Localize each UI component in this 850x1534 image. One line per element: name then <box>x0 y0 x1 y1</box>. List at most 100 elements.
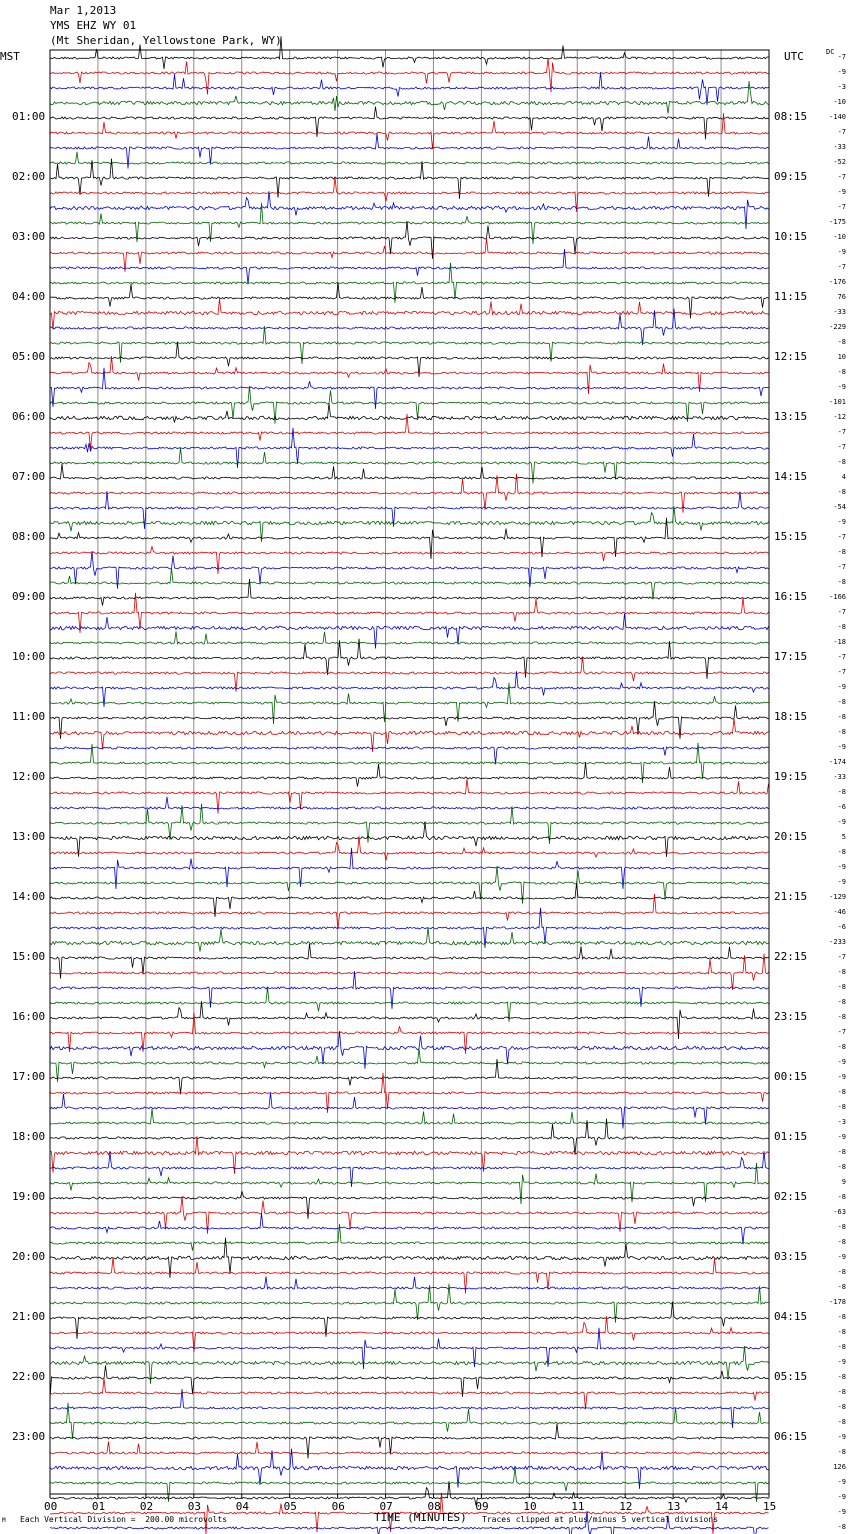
dc-offset: -9 <box>837 518 846 526</box>
dc-offset: -8 <box>837 698 846 706</box>
dc-offset: -9 <box>837 1253 846 1261</box>
dc-offset: -46 <box>833 908 846 916</box>
dc-offset: -9 <box>837 248 846 256</box>
dc-offset: -9 <box>837 1058 846 1066</box>
plot-frame <box>49 49 770 1495</box>
dc-offset: -9 <box>837 68 846 76</box>
dc-offset: -9 <box>837 683 846 691</box>
dc-offset: -8 <box>837 1448 846 1456</box>
trace-row-42 <box>49 671 769 707</box>
dc-offset: -9 <box>837 878 846 886</box>
right-time-label: 01:15 <box>774 1130 808 1143</box>
footer-mark: M <box>2 1517 6 1524</box>
dc-label: DC <box>826 48 835 56</box>
trace-row-67 <box>50 1048 769 1082</box>
dc-offset: -8 <box>837 848 846 856</box>
left-time-label: 19:00 <box>12 1190 46 1203</box>
dc-offset: -174 <box>829 758 846 766</box>
trace-row-14 <box>49 248 769 285</box>
dc-offset: -8 <box>837 368 846 376</box>
dc-offset: -6 <box>837 923 846 931</box>
left-time-label: 12:00 <box>12 770 46 783</box>
trace-row-3 <box>49 81 769 114</box>
trace-row-21 <box>49 356 769 395</box>
trace-row-28 <box>49 463 769 480</box>
trace-row-2 <box>49 72 769 105</box>
trace-row-27 <box>49 447 769 484</box>
trace-row-64 <box>49 1001 769 1040</box>
trace-row-35 <box>50 568 769 600</box>
x-tick-label: 05 <box>283 1500 297 1513</box>
trace-row-80 <box>49 1237 769 1278</box>
trace-row-56 <box>49 883 769 917</box>
trace-row-8 <box>49 158 769 199</box>
trace-row-20 <box>49 341 769 377</box>
trace-row-84 <box>49 1301 769 1339</box>
dc-offset: -9 <box>837 743 846 751</box>
x-axis-ticks <box>49 1494 770 1498</box>
dc-offset: -8 <box>837 788 846 796</box>
dc-offset: -33 <box>833 308 846 316</box>
x-tick-label: 01 <box>91 1500 106 1513</box>
dc-offset: -129 <box>829 893 846 901</box>
dc-offset: -9 <box>837 1478 846 1486</box>
right-time-label: 12:15 <box>774 350 808 363</box>
x-tick-label: 00 <box>44 1500 58 1513</box>
trace-row-25 <box>49 413 769 450</box>
trace-row-18 <box>49 308 769 345</box>
x-tick-label: 09 <box>475 1500 489 1513</box>
left-time-label: 13:00 <box>12 830 46 843</box>
right-time-label: 06:15 <box>774 1430 808 1443</box>
dc-offset: -8 <box>837 458 846 466</box>
dc-offset: -8 <box>837 1418 846 1426</box>
dc-offset: -166 <box>829 593 846 601</box>
dc-offset: -7 <box>837 953 846 961</box>
trace-row-89 <box>49 1378 769 1410</box>
dc-offset: -33 <box>833 143 846 151</box>
dc-offset: -7 <box>837 128 846 136</box>
x-tick-label: 10 <box>523 1500 537 1513</box>
trace-row-26 <box>49 427 769 468</box>
left-time-label: 17:00 <box>12 1070 46 1083</box>
dc-offset: -8 <box>837 1343 846 1351</box>
trace-row-41 <box>49 656 769 692</box>
trace-row-7 <box>49 151 769 165</box>
trace-row-6 <box>49 133 769 169</box>
trace-row-17 <box>49 298 769 330</box>
trace-row-63 <box>49 986 769 1022</box>
right-time-label: 22:15 <box>774 950 808 963</box>
left-time-label: 04:00 <box>12 290 46 303</box>
left-time-label: 15:00 <box>12 950 46 963</box>
right-time-label: 03:15 <box>774 1250 808 1263</box>
right-time-label: 17:15 <box>774 650 808 663</box>
x-tick-label: 12 <box>619 1500 633 1513</box>
dc-offset: -176 <box>829 278 846 286</box>
left-time-label: 11:00 <box>12 710 46 723</box>
left-time-label: 01:00 <box>12 110 46 123</box>
dc-offset: 4 <box>841 473 846 481</box>
trace-row-40 <box>49 638 769 679</box>
dc-offset: -10 <box>833 233 846 241</box>
dc-offset: -8 <box>837 548 846 556</box>
dc-offset: -7 <box>837 428 846 436</box>
x-tick-label: 06 <box>331 1500 345 1513</box>
left-time-label: 16:00 <box>12 1010 46 1023</box>
trace-row-78 <box>49 1213 769 1245</box>
left-time-label: 10:00 <box>12 650 46 663</box>
trace-row-93 <box>49 1441 769 1455</box>
trace-row-33 <box>49 546 769 574</box>
dc-offset: -8 <box>837 1043 846 1051</box>
right-time-label: 00:15 <box>774 1070 808 1083</box>
trace-row-38 <box>50 613 769 649</box>
dc-offset: -9 <box>837 1073 846 1081</box>
right-time-label: 18:15 <box>774 710 808 723</box>
trace-row-29 <box>49 473 769 513</box>
trace-row-77 <box>49 1195 769 1234</box>
trace-row-11 <box>49 202 769 244</box>
trace-row-87 <box>49 1345 769 1384</box>
trace-row-52 <box>49 821 769 857</box>
right-time-label: 04:15 <box>774 1310 808 1323</box>
dc-offset: -8 <box>837 623 846 631</box>
trace-row-59 <box>49 927 769 952</box>
